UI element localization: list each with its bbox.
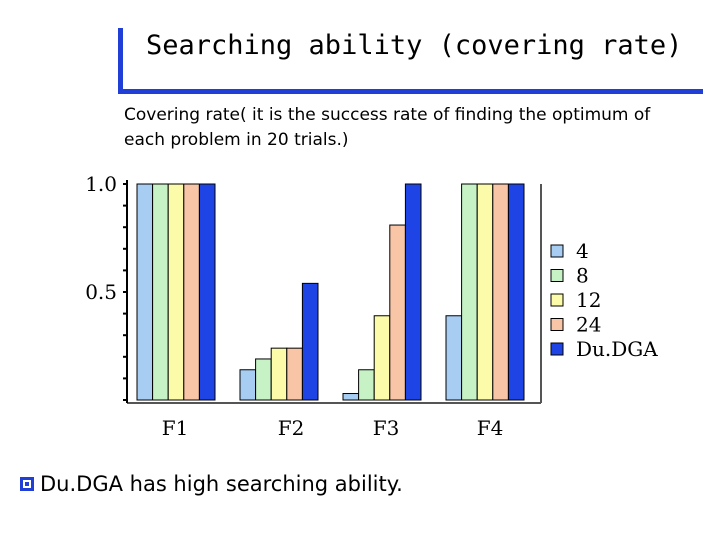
square-bullet-icon — [20, 477, 34, 491]
bar-f1-series-4 — [198, 183, 216, 401]
bar-f4-series-3 — [492, 183, 509, 401]
bar-f3-series-3 — [389, 224, 406, 401]
title-frame — [118, 28, 703, 94]
bar-f4-series-1 — [461, 183, 478, 401]
slide-subtitle: Covering rate( it is the success rate of… — [124, 105, 651, 150]
y-tick-label: 0.5 — [85, 280, 117, 304]
slide-title: Searching ability (covering rate) — [146, 30, 683, 61]
bar-f4-series-0 — [445, 315, 463, 401]
x-category-label: F1 — [162, 416, 189, 440]
bar-f1-series-3 — [183, 183, 200, 401]
bar-f2-series-3 — [286, 347, 303, 401]
bullet-text: Du.DGA has high searching ability. — [40, 472, 403, 496]
legend-swatch — [550, 269, 564, 282]
legend-label: Du.DGA — [576, 337, 658, 361]
legend-swatch — [550, 244, 564, 258]
legend-swatch — [550, 318, 564, 331]
legend-label: 4 — [576, 239, 589, 263]
y-tick-label: 1.0 — [85, 172, 117, 196]
x-category-label: F4 — [477, 416, 504, 440]
legend-label: 12 — [576, 288, 601, 312]
legend-swatch — [550, 342, 564, 356]
bar-f3-series-2 — [373, 315, 391, 401]
bar-f3-series-1 — [358, 369, 375, 401]
legend-label: 8 — [576, 264, 589, 288]
bar-f2-series-1 — [255, 358, 272, 401]
legend-label: 24 — [576, 313, 601, 337]
bar-f4-series-4 — [507, 183, 525, 401]
legend-swatch — [550, 293, 564, 307]
bar-f1-series-1 — [152, 183, 169, 401]
bar-f3-series-4 — [404, 183, 422, 401]
x-category-label: F3 — [373, 416, 400, 440]
bar-f2-series-0 — [239, 369, 257, 401]
bar-f3-series-0 — [342, 393, 360, 401]
bar-f1-series-2 — [167, 183, 185, 401]
bar-f4-series-2 — [476, 183, 494, 401]
bar-f2-series-4 — [301, 282, 319, 401]
bar-f2-series-2 — [270, 347, 288, 401]
x-category-label: F2 — [278, 416, 305, 440]
bullet-line: Du.DGA has high searching ability. — [20, 470, 403, 498]
bar-f1-series-0 — [136, 183, 154, 401]
